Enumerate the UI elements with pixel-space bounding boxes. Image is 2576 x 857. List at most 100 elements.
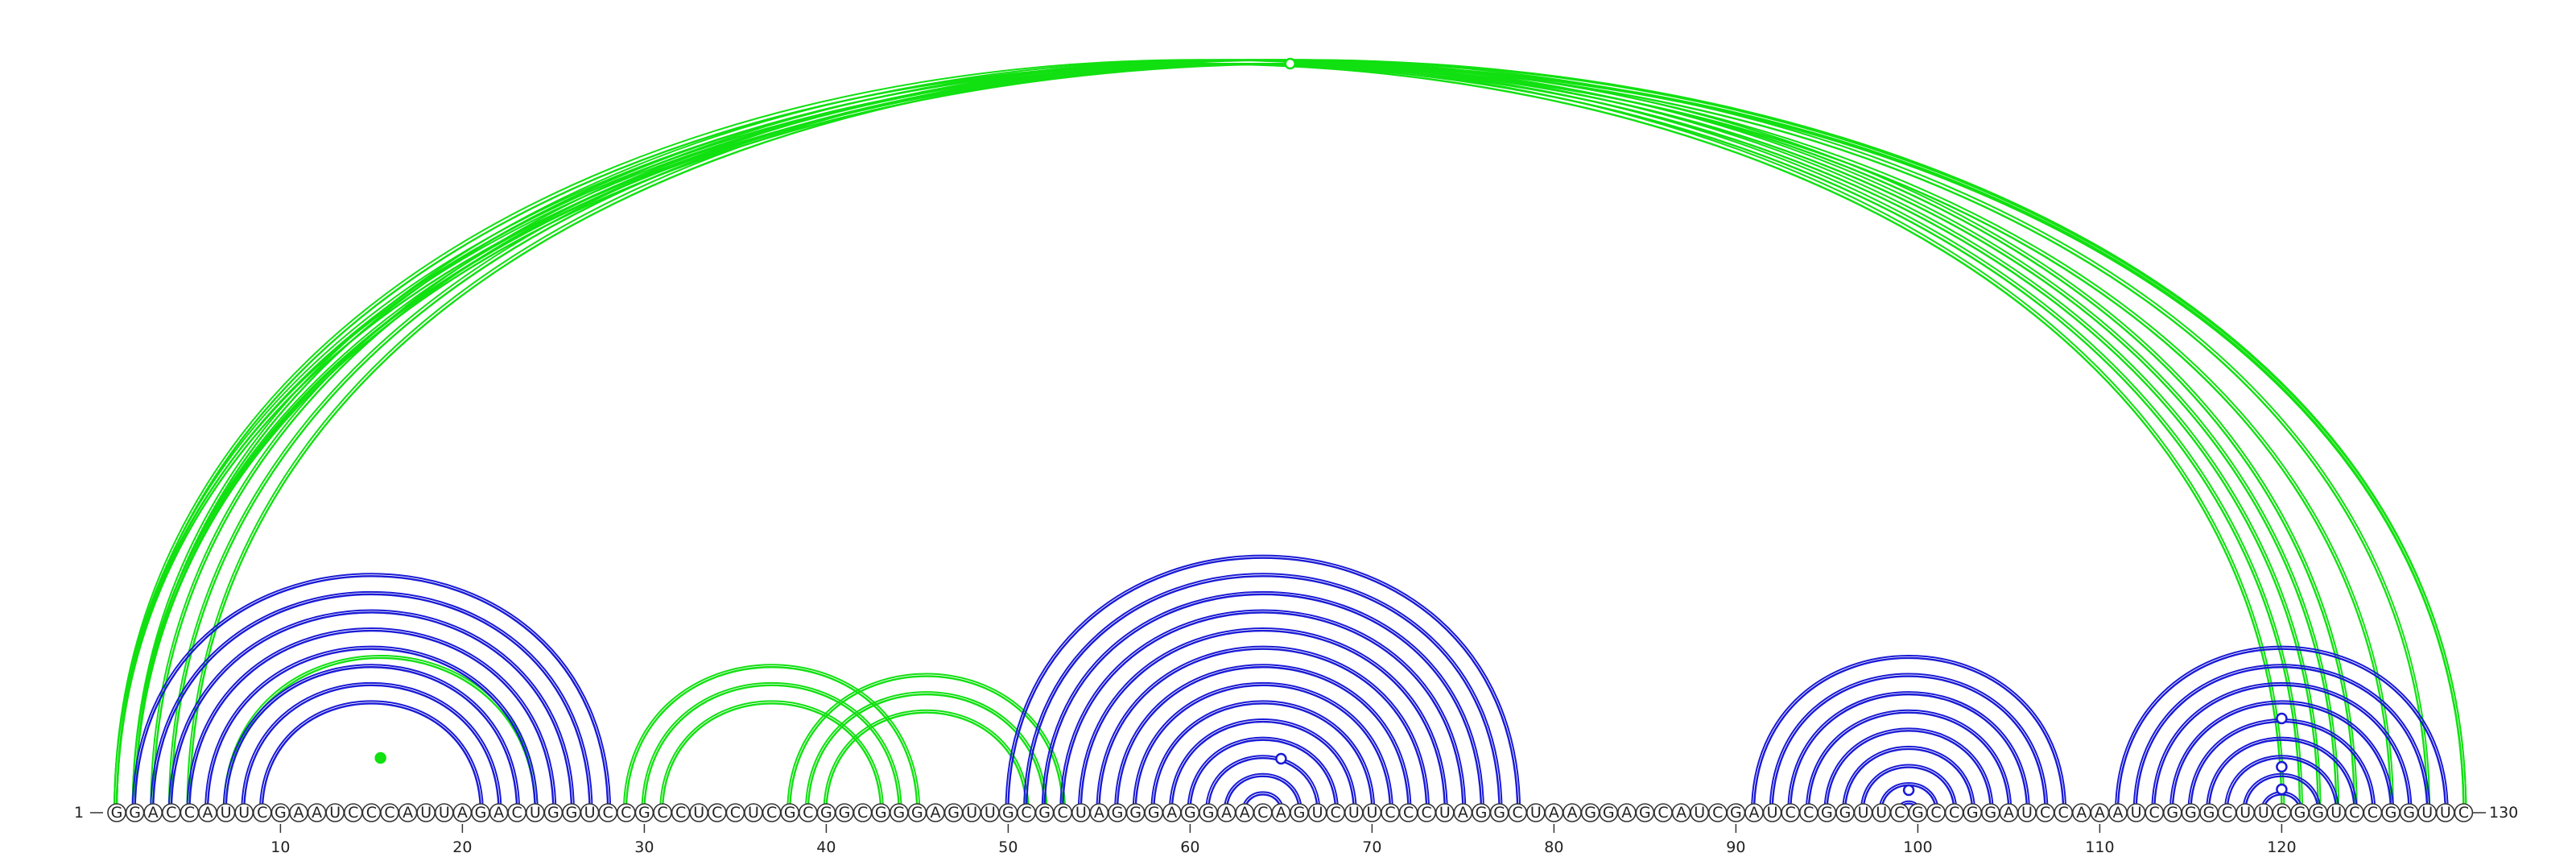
nucleotide: C [1053, 803, 1072, 822]
nucleotide: U [1344, 803, 1364, 822]
nucleotide: G [1981, 803, 2000, 822]
nucleotide: G [107, 803, 126, 822]
nucleotide-letter: C [512, 804, 522, 822]
blue-arc-outline [1059, 609, 1467, 814]
green-arc-outline [823, 709, 1030, 814]
nucleotide-letter: C [1803, 804, 1814, 822]
nucleotide-letter: G [1112, 804, 1124, 822]
green-arc [188, 63, 2355, 814]
nucleotide: C [2054, 803, 2073, 822]
blue-arc [1134, 684, 1392, 814]
arc-layer [114, 59, 2467, 814]
tick-label: 10 [270, 838, 290, 856]
nucleotide: G [1599, 803, 1618, 822]
nucleotide: U [216, 803, 236, 822]
blue-marker [1275, 752, 1287, 765]
blue-arc-outline [2169, 700, 2394, 814]
green-arc-outline [222, 655, 539, 814]
nucleotide: C [252, 803, 272, 822]
nucleotide: G [1472, 803, 1491, 822]
nucleotide: C [1508, 803, 1527, 822]
nucleotide: G [2399, 803, 2419, 822]
green-arc [134, 63, 2301, 814]
nucleotide: U [1071, 803, 1091, 822]
nucleotide-letter: G [1603, 804, 1615, 822]
green-arc [625, 666, 919, 814]
nucleotide-letter: A [312, 804, 322, 822]
blue-arc [261, 702, 482, 814]
nucleotide: G [2199, 803, 2219, 822]
blue-marker [2276, 712, 2288, 725]
green-arc [115, 63, 2392, 814]
nucleotide: U [2126, 803, 2146, 822]
nucleotide: C [1017, 803, 1036, 822]
green-arc [225, 656, 536, 814]
nucleotide-letter: U [1767, 804, 1778, 822]
nucleotide-letter: C [1513, 804, 1523, 822]
nucleotide-letter: C [1403, 804, 1414, 822]
nucleotide: G [1580, 803, 1600, 822]
nucleotide: C [2454, 803, 2474, 822]
blue-arc-outline [131, 573, 612, 814]
nucleotide: C [1381, 803, 1400, 822]
nucleotide: A [1271, 803, 1291, 822]
nucleotide-letter: A [294, 804, 304, 822]
blue-arc [1843, 747, 1974, 814]
blue-arc-outline [1041, 590, 1484, 814]
nucleotide: U [234, 803, 254, 822]
blue-arc [134, 575, 609, 814]
nucleotide: C [180, 803, 200, 822]
nucleotide-letter: G [1203, 804, 1215, 822]
nucleotide-letter: G [475, 804, 487, 822]
blue-arc-outline [1223, 773, 1302, 814]
nucleotide-letter: A [493, 804, 504, 822]
nucleotide-letter: G [1584, 804, 1596, 822]
nucleotide: G [471, 803, 490, 822]
nucleotide-letter: U [2131, 804, 2142, 822]
nucleotide-letter: G [1148, 804, 1160, 822]
start-label: 1 [74, 804, 84, 822]
blue-arc-outline [1114, 664, 1412, 814]
nucleotide: A [1235, 803, 1254, 822]
nucleotide: G [1108, 803, 1127, 822]
nucleotide-letter: G [638, 804, 650, 822]
nucleotide-letter: A [2095, 804, 2105, 822]
nucleotide: U [525, 803, 545, 822]
nucleotide: A [452, 803, 473, 822]
nucleotide-letter: G [275, 804, 287, 822]
green-arc-outline [804, 691, 1048, 814]
blue-arc-outline [150, 590, 593, 814]
nucleotide-letter: G [129, 804, 141, 822]
nucleotide: U [1762, 803, 1782, 822]
nucleotide-letter: A [1276, 804, 1286, 822]
nucleotide-letter: U [1366, 804, 1377, 822]
nucleotide: A [926, 803, 945, 822]
nucleotide: C [798, 803, 818, 822]
green-arc [134, 63, 2429, 814]
blue-arc-outline [1005, 554, 1521, 814]
blue-arc-outline [1878, 782, 1939, 814]
nucleotide: G [1199, 803, 1218, 822]
nucleotide: A [1162, 803, 1182, 822]
blue-arc-outline [1860, 764, 1958, 814]
nucleotide-letter: U [693, 804, 704, 822]
nucleotide: U [2017, 803, 2037, 822]
blue-arc [1116, 666, 1410, 814]
nucleotide: G [816, 803, 836, 822]
blue-arc [1062, 611, 1464, 814]
nucleotide-letter: A [1549, 804, 1559, 822]
nucleotide: A [1563, 803, 1582, 822]
nucleotide: A [198, 803, 217, 822]
nucleotide-letter: C [2149, 804, 2160, 822]
nucleotide: G [125, 803, 145, 822]
marker-layer [374, 57, 2288, 797]
nucleotide-letter: C [1785, 804, 1796, 822]
blue-arc [2207, 739, 2355, 814]
nucleotide: C [2272, 803, 2292, 822]
nucleotide-letter: C [657, 804, 667, 822]
nucleotide-letter: G [893, 804, 905, 822]
nucleotide-letter: U [2440, 804, 2451, 822]
end-label: 130 [2489, 804, 2518, 822]
nucleotide: G [2308, 803, 2328, 822]
nucleotide: G [1125, 803, 1146, 822]
